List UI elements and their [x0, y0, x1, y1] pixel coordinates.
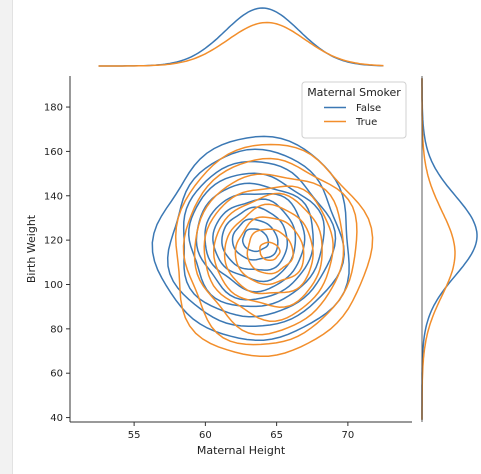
legend-entry-true: True: [355, 117, 377, 128]
x-axis-label: Maternal Height: [197, 444, 286, 457]
kde-contour-true: [182, 157, 358, 346]
kde-contour-false: [212, 198, 297, 283]
kde-contour-false: [231, 218, 279, 261]
right-marginal-density-true: [421, 78, 456, 420]
y-tick-label: 140: [44, 191, 63, 202]
legend-entry-false: False: [356, 103, 381, 114]
x-tick-label: 65: [270, 430, 283, 441]
top-marginal-density-false: [98, 7, 384, 67]
main-kde-plot: [151, 135, 374, 358]
axes: 55 60 65 70 40 60 80 100 120 140 160 180 Maternal He…: [25, 76, 412, 457]
x-tick-label: 55: [128, 430, 141, 441]
legend-box: [301, 81, 407, 139]
x-tick-label: 60: [199, 430, 212, 441]
y-tick-label: 40: [50, 413, 63, 424]
right-marginal-plot: [421, 76, 478, 422]
kde-contour-false: [204, 193, 306, 293]
kde-contour-true: [193, 173, 345, 336]
y-axis-label: Birth Weight: [25, 214, 38, 283]
kde-contour-true: [223, 203, 314, 295]
y-tick-label: 100: [44, 280, 63, 291]
kde-contour-false: [241, 228, 270, 253]
x-tick-label: 70: [342, 430, 355, 441]
top-marginal-plot: [98, 7, 384, 67]
y-tick-label: 120: [44, 236, 63, 247]
kde-contour-true: [234, 216, 305, 286]
notebook-left-gutter: [0, 0, 13, 474]
top-marginal-density-true: [98, 21, 384, 67]
kde-contour-false: [182, 160, 337, 318]
y-tick-label: 60: [50, 369, 63, 380]
kde-contour-true: [259, 241, 281, 261]
kde-contour-true: [174, 143, 374, 358]
y-tick-label: 80: [50, 324, 63, 335]
kde-contour-true: [246, 228, 294, 275]
kde-contour-false: [187, 172, 325, 308]
kde-contour-true: [203, 185, 334, 322]
kde-contour-true: [212, 192, 323, 308]
legend: Maternal Smoker False True: [301, 81, 407, 139]
kde-contour-false: [221, 206, 289, 271]
y-tick-label: 180: [44, 103, 63, 114]
right-marginal-density-false: [421, 78, 478, 420]
y-tick-label: 160: [44, 147, 63, 158]
legend-title: Maternal Smoker: [307, 86, 401, 99]
